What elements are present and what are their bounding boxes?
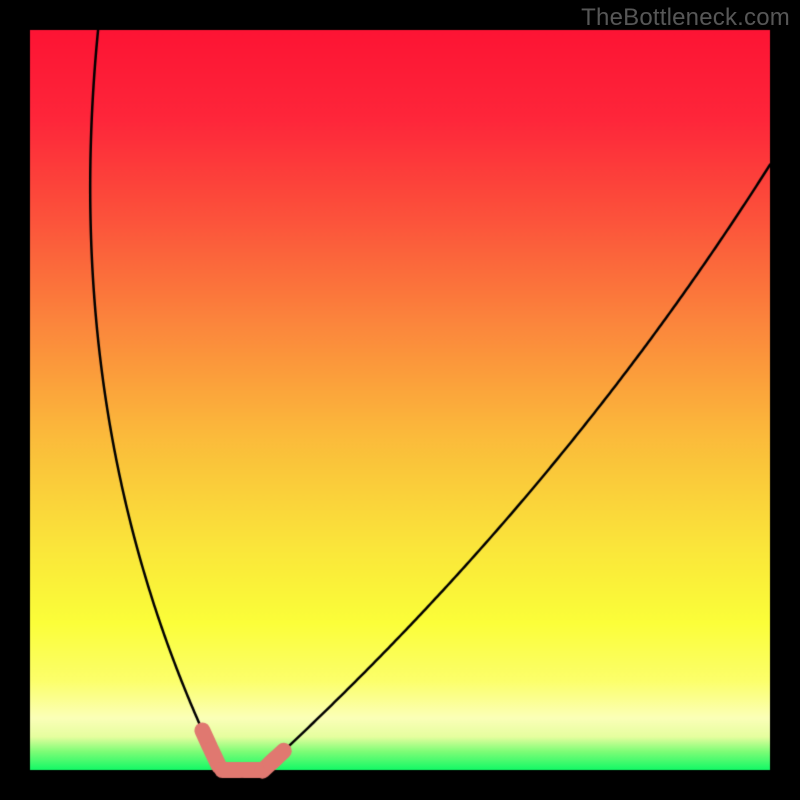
watermark-text: TheBottleneck.com: [581, 4, 790, 32]
bottleneck-curve-chart: [0, 0, 800, 800]
